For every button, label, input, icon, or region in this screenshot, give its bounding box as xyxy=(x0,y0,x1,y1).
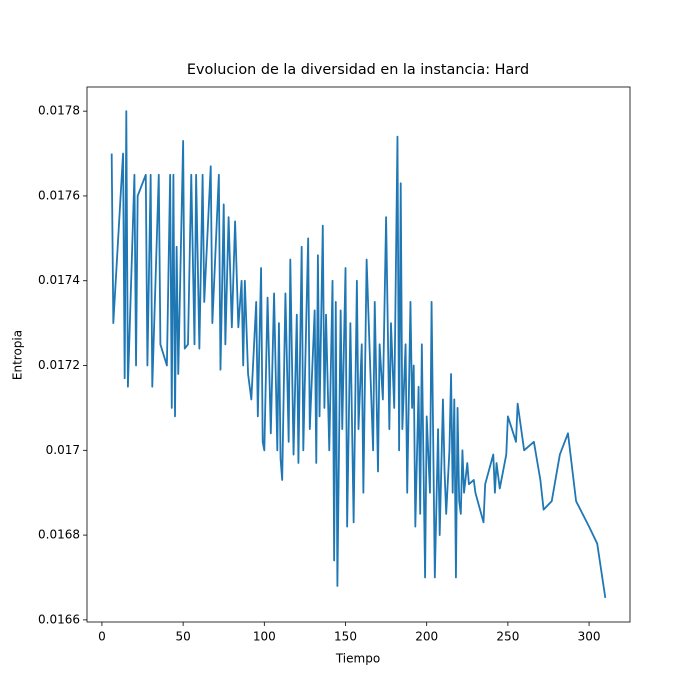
x-tick-label: 150 xyxy=(334,630,357,644)
y-tick-label: 0.0174 xyxy=(38,273,80,287)
y-tick-label: 0.017 xyxy=(46,443,80,457)
y-tick-label: 0.0166 xyxy=(38,612,80,626)
x-tick-label: 50 xyxy=(175,630,190,644)
axes-frame xyxy=(86,86,631,623)
y-tick-label: 0.0178 xyxy=(38,104,80,118)
y-tick-label: 0.0172 xyxy=(38,358,80,372)
x-tick-label: 250 xyxy=(496,630,519,644)
x-tick-label: 100 xyxy=(253,630,276,644)
data-line xyxy=(110,110,607,598)
y-axis-label: Entropia xyxy=(11,330,25,380)
x-tick-label: 200 xyxy=(415,630,438,644)
x-tick-label: 0 xyxy=(98,630,106,644)
x-tick-label: 300 xyxy=(578,630,601,644)
y-tick-label: 0.0176 xyxy=(38,188,80,202)
chart-title: Evolucion de la diversidad en la instanc… xyxy=(187,62,529,78)
y-tick-label: 0.0168 xyxy=(38,528,80,542)
x-axis-label: Tiempo xyxy=(335,652,380,666)
